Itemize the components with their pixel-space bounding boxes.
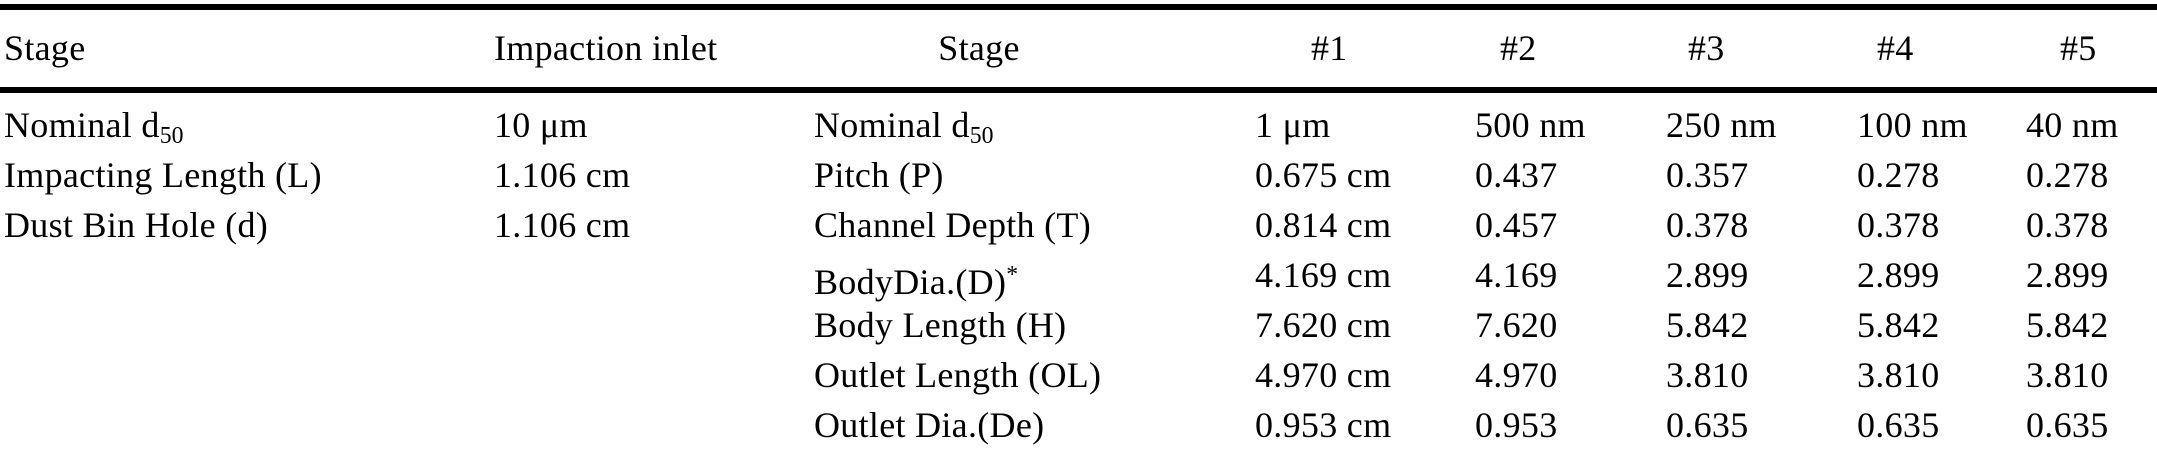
table-row-outlet-length: Outlet Length (OL) 4.970 cm 4.970 3.810 … xyxy=(0,350,2157,400)
row-label-right: Body Length (H) xyxy=(814,305,1067,345)
inlet-value xyxy=(490,250,814,300)
row-label-left xyxy=(0,300,490,350)
table-row-nominal-d50: Nominal d50 10 μm Nominal d50 1 μm 500 n… xyxy=(0,100,2157,150)
header-stage-1: #1 xyxy=(1311,28,1348,68)
stage5-value: 0.378 xyxy=(2026,205,2109,245)
row-label-right: BodyDia.(D)* xyxy=(814,261,1019,302)
inlet-value xyxy=(490,400,814,450)
superscript-asterisk: * xyxy=(1006,262,1019,288)
stage2-value: 7.620 xyxy=(1475,305,1558,345)
stage1-value: 0.675 cm xyxy=(1255,155,1392,195)
table-body: Nominal d50 10 μm Nominal d50 1 μm 500 n… xyxy=(0,93,2157,450)
stage1-value: 4.970 cm xyxy=(1255,355,1392,395)
row-label-left xyxy=(0,400,490,450)
header-stage-4: #4 xyxy=(1877,28,1914,68)
row-label-right: Nominal d50 xyxy=(814,105,994,149)
stage1-value: 4.169 cm xyxy=(1255,255,1392,295)
stage4-value: 0.278 xyxy=(1857,155,1940,195)
inlet-value: 1.106 cm xyxy=(494,205,631,245)
stage4-value: 0.635 xyxy=(1857,405,1940,445)
row-label-left xyxy=(0,250,490,300)
table-header-rule xyxy=(0,87,2157,93)
stage2-value: 0.457 xyxy=(1475,205,1558,245)
stage2-value: 4.970 xyxy=(1475,355,1558,395)
subscript-50: 50 xyxy=(159,122,184,149)
stage5-value: 0.635 xyxy=(2026,405,2109,445)
inlet-value xyxy=(490,350,814,400)
header-stage-5: #5 xyxy=(2060,28,2097,68)
row-label-left: Impacting Length (L) xyxy=(4,155,322,195)
stage4-value: 2.899 xyxy=(1857,255,1940,295)
stage2-value: 0.437 xyxy=(1475,155,1558,195)
stage3-value: 5.842 xyxy=(1666,305,1749,345)
stage3-value: 250 nm xyxy=(1666,105,1777,145)
stage1-value: 1 μm xyxy=(1255,105,1331,145)
stage4-value: 100 nm xyxy=(1857,105,1968,145)
row-label-left: Nominal d50 xyxy=(4,105,184,149)
row-label-left xyxy=(0,350,490,400)
header-stage-right: Stage xyxy=(938,28,1020,68)
stage3-value: 3.810 xyxy=(1666,355,1749,395)
stage3-value: 0.357 xyxy=(1666,155,1749,195)
stage5-value: 0.278 xyxy=(2026,155,2109,195)
stage2-value: 4.169 xyxy=(1475,255,1558,295)
stage4-value: 0.378 xyxy=(1857,205,1940,245)
stage1-value: 0.953 cm xyxy=(1255,405,1392,445)
table-row-impacting-length-pitch: Impacting Length (L) 1.106 cm Pitch (P) … xyxy=(0,150,2157,200)
table-top-rule xyxy=(0,4,2157,10)
row-label-right: Outlet Dia.(De) xyxy=(814,405,1045,445)
stage4-value: 5.842 xyxy=(1857,305,1940,345)
table-header-row: Stage Impaction inlet Stage #1 #2 #3 #4 … xyxy=(0,10,2157,87)
table-row-body-dia: BodyDia.(D)* 4.169 cm 4.169 2.899 2.899 … xyxy=(0,250,2157,302)
stage1-value: 0.814 cm xyxy=(1255,205,1392,245)
stage5-value: 40 nm xyxy=(2026,105,2119,145)
stage1-value: 7.620 cm xyxy=(1255,305,1392,345)
table-row-body-length: Body Length (H) 7.620 cm 7.620 5.842 5.8… xyxy=(0,300,2157,350)
stage5-value: 2.899 xyxy=(2026,255,2109,295)
row-label-right: Pitch (P) xyxy=(814,155,944,195)
stage5-value: 3.810 xyxy=(2026,355,2109,395)
stage5-value: 5.842 xyxy=(2026,305,2109,345)
header-impaction-inlet: Impaction inlet xyxy=(494,28,718,68)
stage2-value: 0.953 xyxy=(1475,405,1558,445)
table-row-outlet-dia: Outlet Dia.(De) 0.953 cm 0.953 0.635 0.6… xyxy=(0,400,2157,450)
inlet-value xyxy=(490,300,814,350)
stage3-value: 0.635 xyxy=(1666,405,1749,445)
inlet-value: 1.106 cm xyxy=(494,155,631,195)
stage2-value: 500 nm xyxy=(1475,105,1586,145)
stage4-value: 3.810 xyxy=(1857,355,1940,395)
stage3-value: 0.378 xyxy=(1666,205,1749,245)
table-row-dust-bin-channel-depth: Dust Bin Hole (d) 1.106 cm Channel Depth… xyxy=(0,200,2157,250)
row-label-left: Dust Bin Hole (d) xyxy=(4,205,269,245)
inlet-value: 10 μm xyxy=(494,105,588,145)
row-label-right: Channel Depth (T) xyxy=(814,205,1092,245)
row-label-right: Outlet Length (OL) xyxy=(814,355,1102,395)
header-stage-left: Stage xyxy=(4,28,86,68)
header-stage-2: #2 xyxy=(1500,28,1537,68)
stage3-value: 2.899 xyxy=(1666,255,1749,295)
header-stage-3: #3 xyxy=(1688,28,1725,68)
subscript-50: 50 xyxy=(969,122,994,149)
